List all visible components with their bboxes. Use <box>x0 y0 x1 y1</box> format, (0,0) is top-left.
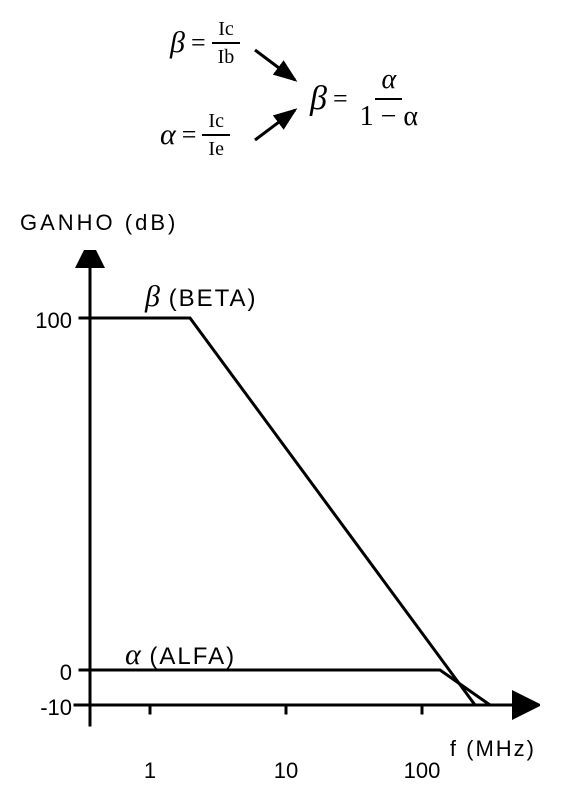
alpha-curve-label: α (ALFA) <box>125 638 236 672</box>
beta-curve-label: β (BETA) <box>145 280 258 314</box>
y-axis-title: GANHO (dB) <box>20 210 178 236</box>
alpha-label-text: (ALFA) <box>149 643 236 670</box>
x-tick-10: 10 <box>274 758 298 784</box>
chart-svg <box>30 250 540 750</box>
gain-vs-frequency-chart: 100 0 -10 1 10 100 f (MHz) β (BETA) α (A… <box>30 250 540 780</box>
x-axis-label: f (MHz) <box>450 736 536 762</box>
y-tick-0: 0 <box>26 660 72 686</box>
x-tick-1: 1 <box>144 758 156 784</box>
greek-alpha-label: α <box>125 638 141 671</box>
y-tick-100: 100 <box>26 308 72 334</box>
greek-beta-label: β <box>145 280 160 313</box>
formula-block: β = Ic Ib α = Ic Ie β = α 1 − α <box>140 10 520 180</box>
y-tick-neg10: -10 <box>26 695 72 721</box>
x-tick-100: 100 <box>404 758 441 784</box>
formula-arrows <box>140 10 520 180</box>
beta-label-text: (BETA) <box>169 285 258 312</box>
